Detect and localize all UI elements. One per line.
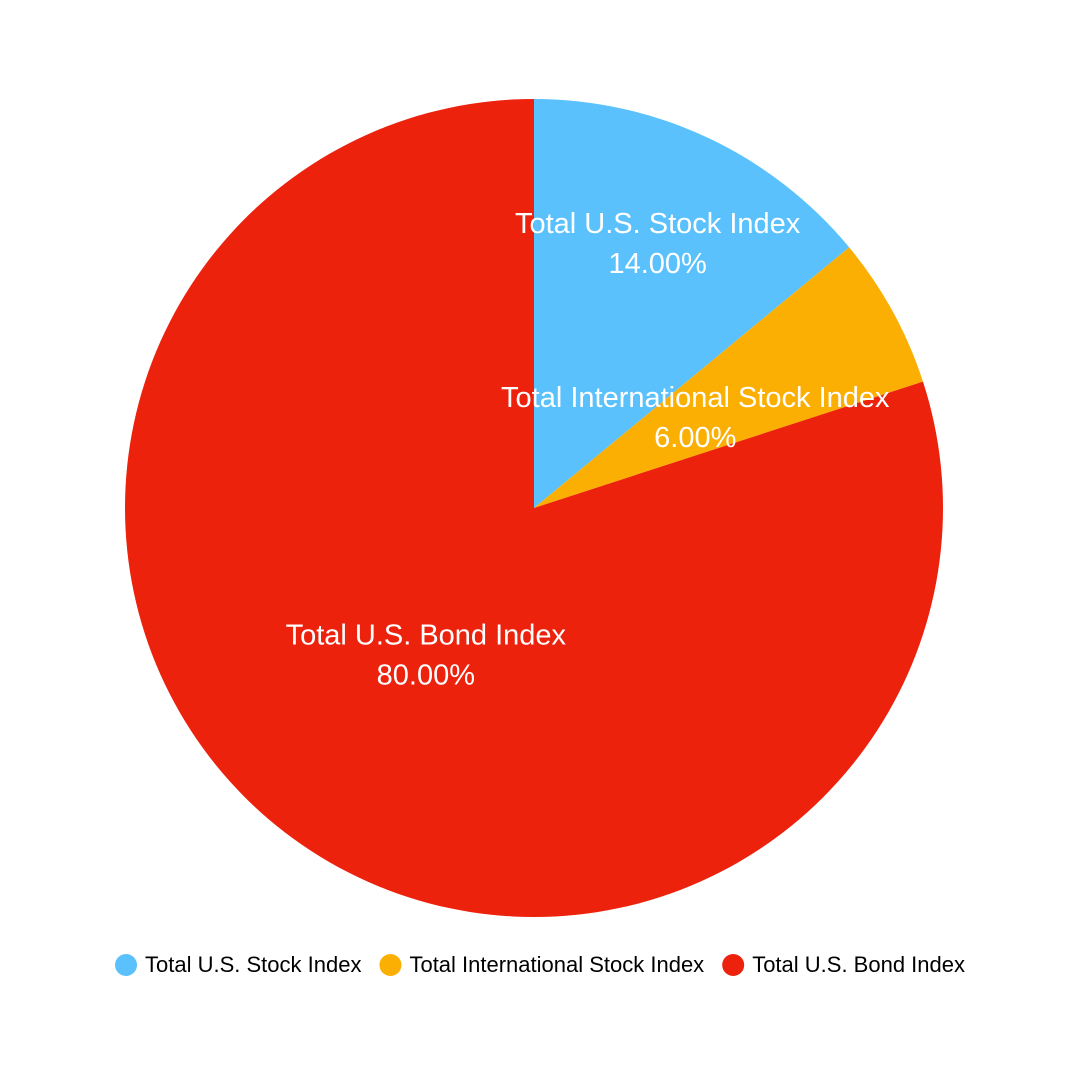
legend-text: Total U.S. Stock Index: [145, 952, 361, 977]
legend-marker: [115, 954, 138, 976]
legend-text: Total International Stock Index: [409, 952, 704, 977]
legend: Total U.S. Stock Index Total Internationa…: [115, 952, 965, 977]
slice-label: Total U.S. Bond Index: [286, 620, 567, 652]
pie-slice: [124, 99, 944, 918]
legend-text: Total U.S. Bond Index: [752, 952, 965, 977]
slice-label: Total International Stock Index: [501, 382, 890, 414]
legend-marker: [379, 954, 402, 976]
slice-label: Total U.S. Stock Index: [515, 208, 801, 240]
slice-value-label: 6.00%: [654, 422, 736, 454]
legend-marker: [722, 954, 745, 976]
pie-slice: [534, 247, 923, 509]
pie-slice: [534, 99, 850, 508]
slice-value-label: 14.00%: [608, 248, 706, 280]
slice-value-label: 80.00%: [377, 660, 475, 692]
